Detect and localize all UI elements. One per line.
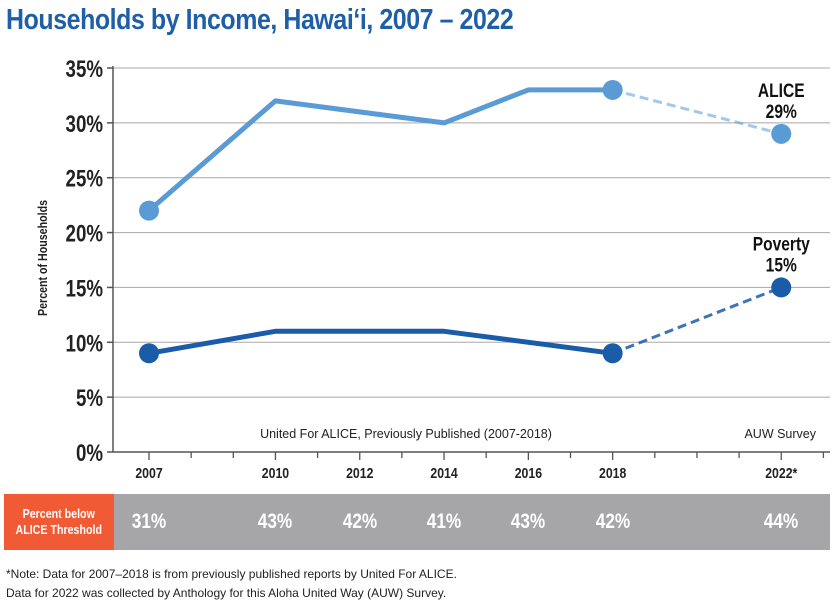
y-axis-label: Percent of Households — [35, 200, 50, 316]
alice-end-name: ALICE — [758, 79, 805, 101]
threshold-value-text: 42% — [342, 510, 377, 533]
alice-dashed-line — [612, 88, 782, 136]
threshold-value-text: 44% — [764, 510, 799, 533]
line-chart: 0% 5% 10% 15% 20% 25% 30% 35% Percent of Househo… — [35, 56, 830, 481]
threshold-value: 42% — [578, 494, 648, 550]
poverty-line — [148, 328, 613, 356]
threshold-value-text: 42% — [595, 510, 630, 533]
y-tick-label: 20% — [66, 220, 103, 247]
x-tick-label: 2012 — [346, 465, 374, 481]
source-label-survey: AUW Survey — [744, 427, 816, 441]
footnote-1: *Note: Data for 2007–2018 is from previo… — [6, 567, 457, 581]
poverty-end-value: 15% — [766, 254, 797, 276]
x-tick-label: 2007 — [135, 465, 163, 481]
threshold-label-line2: ALICE Threshold — [15, 522, 103, 537]
poverty-dashed-line — [612, 286, 782, 355]
y-tick-label: 15% — [66, 275, 103, 302]
threshold-value: 44% — [746, 494, 816, 550]
x-tick-label: 2010 — [262, 465, 290, 481]
chart-title: Households by Income, Hawai‘i, 2007 – 20… — [6, 4, 514, 36]
poverty-point — [139, 343, 159, 364]
threshold-value-text: 31% — [131, 510, 167, 533]
alice-point — [771, 123, 792, 144]
y-tick-label: 30% — [66, 111, 103, 138]
threshold-value-text: 43% — [511, 510, 546, 533]
alice-point — [139, 200, 159, 221]
y-tick-label: 0% — [76, 440, 103, 467]
source-label-previous: United For ALICE, Previously Published (… — [260, 427, 552, 441]
threshold-value: 43% — [493, 494, 563, 550]
threshold-value-text: 41% — [426, 510, 462, 533]
x-tick-label: 2018 — [599, 465, 627, 481]
alice-end-value: 29% — [766, 100, 797, 122]
y-tick-label: 5% — [76, 385, 103, 412]
x-tick-label: 2014 — [430, 465, 458, 481]
threshold-value: 41% — [409, 494, 479, 550]
footnote-2: Data for 2022 was collected by Anthology… — [6, 586, 447, 600]
threshold-value: 43% — [240, 494, 310, 550]
threshold-value-text: 43% — [258, 510, 293, 533]
poverty-point — [602, 343, 623, 364]
poverty-end-name: Poverty — [753, 233, 810, 255]
threshold-band — [4, 494, 830, 550]
threshold-label-line1: Percent below — [22, 506, 96, 521]
threshold-label: Percent below ALICE Threshold — [4, 494, 114, 550]
y-tick-label: 25% — [66, 166, 103, 193]
poverty-point — [771, 277, 792, 298]
x-tick-label: 2016 — [515, 465, 543, 481]
x-tick-label: 2022* — [765, 465, 798, 481]
y-tick-label: 35% — [66, 56, 103, 83]
alice-line — [147, 87, 613, 213]
alice-point — [602, 79, 623, 100]
y-tick-label: 10% — [66, 330, 103, 357]
threshold-value: 42% — [325, 494, 395, 550]
threshold-value: 31% — [114, 494, 184, 550]
